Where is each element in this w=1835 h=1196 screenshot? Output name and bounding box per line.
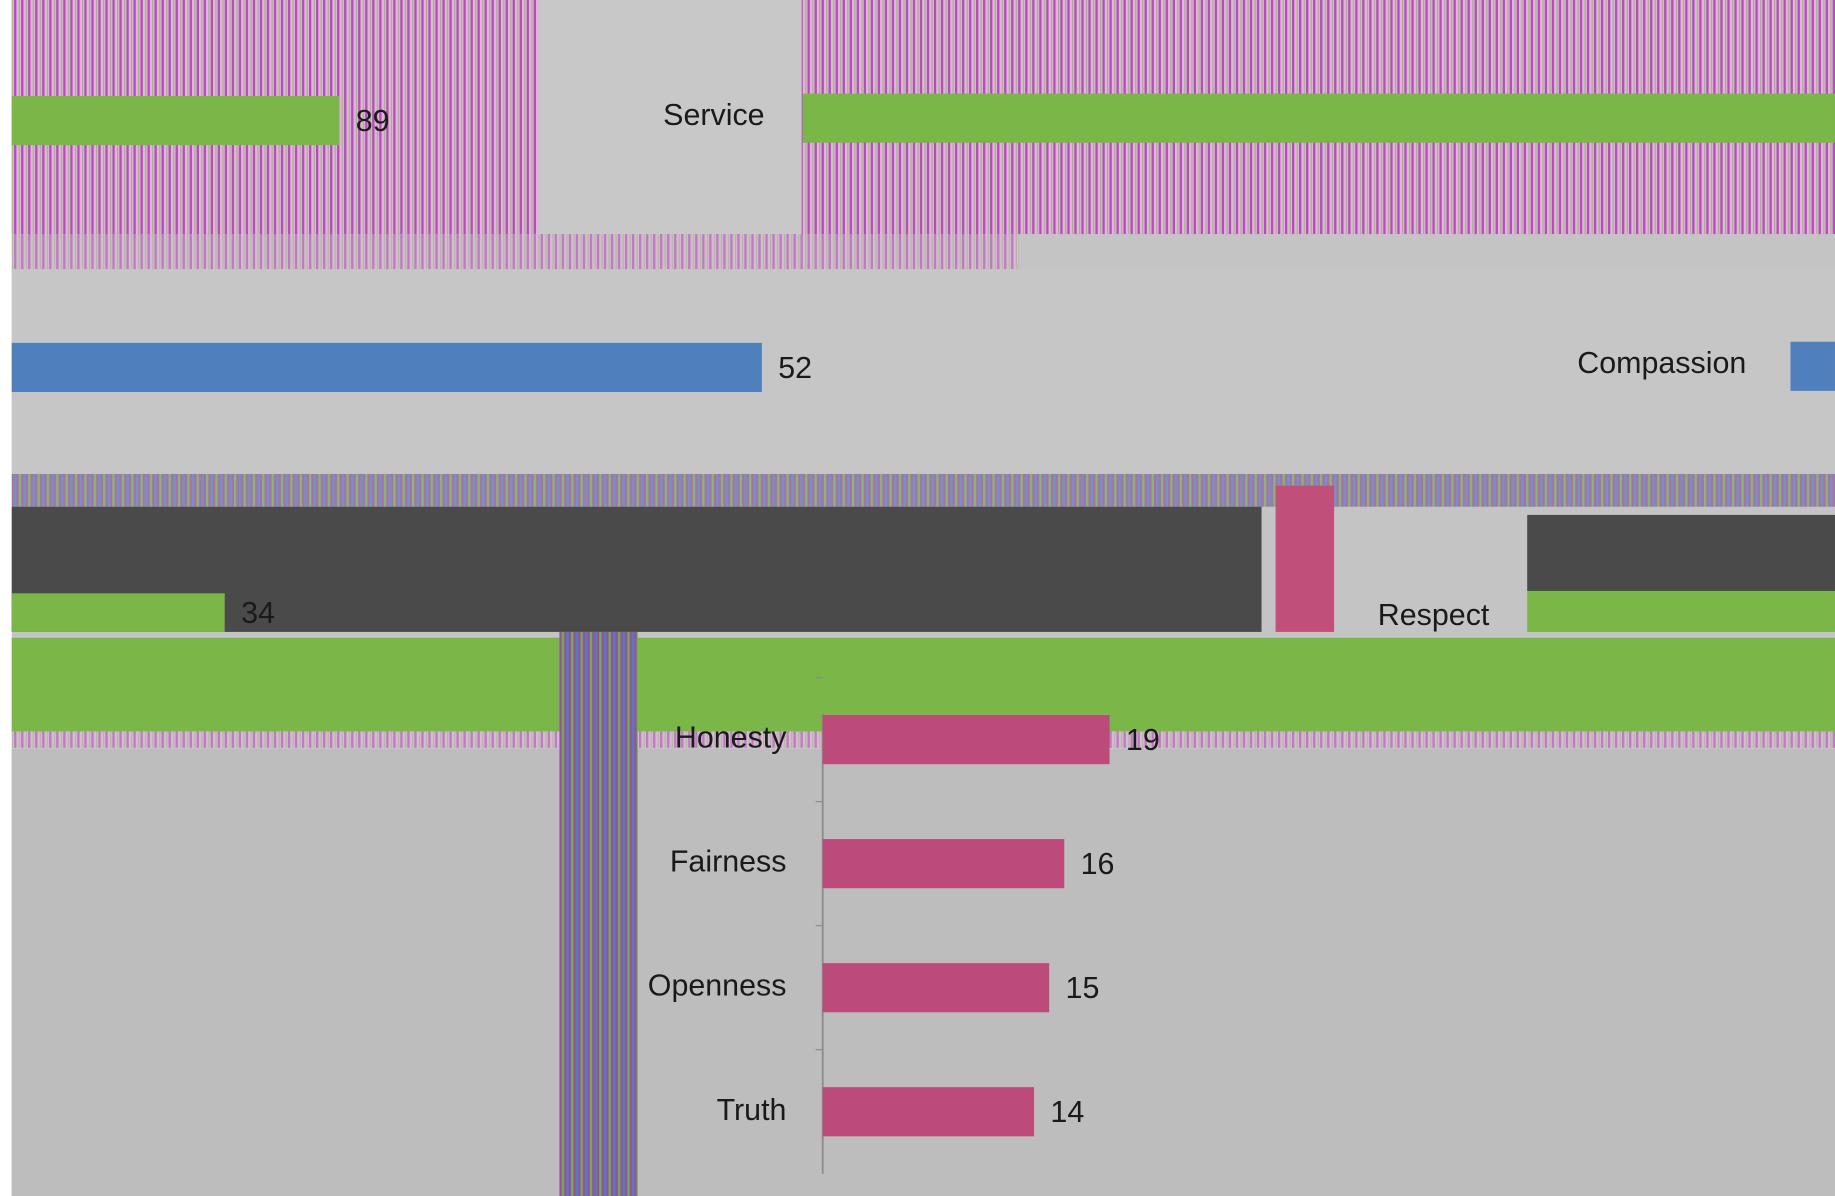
bar <box>11 342 762 393</box>
value-label: 89 <box>356 104 390 138</box>
label: Compassion <box>1577 346 1746 380</box>
label: Respect <box>1378 598 1490 632</box>
glitch-panel <box>538 0 802 235</box>
bar <box>11 593 225 632</box>
glitch-band <box>11 473 1835 507</box>
value-label: 14 <box>1050 1095 1084 1129</box>
bar <box>822 963 1050 1013</box>
category-label: Honesty <box>675 721 787 755</box>
bar-fragment <box>1527 590 1835 632</box>
value-label: 16 <box>1081 847 1115 881</box>
category-label: Openness <box>648 969 787 1003</box>
bar <box>822 715 1110 765</box>
glitch-block <box>1275 485 1335 632</box>
value-label: 19 <box>1126 723 1160 757</box>
bar <box>822 1087 1035 1137</box>
bar <box>11 95 340 146</box>
value-label: 34 <box>241 596 275 630</box>
left-edge <box>0 0 12 1196</box>
value-label: 15 <box>1066 971 1100 1005</box>
value-label: 52 <box>778 351 812 385</box>
label: Service <box>663 98 764 132</box>
glitch-band <box>11 234 1019 270</box>
bar <box>822 839 1065 889</box>
category-label: Truth <box>717 1093 787 1127</box>
dark-band <box>1527 514 1835 591</box>
bar-fragment <box>1790 341 1835 391</box>
glitch-strip <box>559 631 638 1196</box>
category-label: Fairness <box>670 845 787 879</box>
bar-fragment <box>802 93 1835 143</box>
